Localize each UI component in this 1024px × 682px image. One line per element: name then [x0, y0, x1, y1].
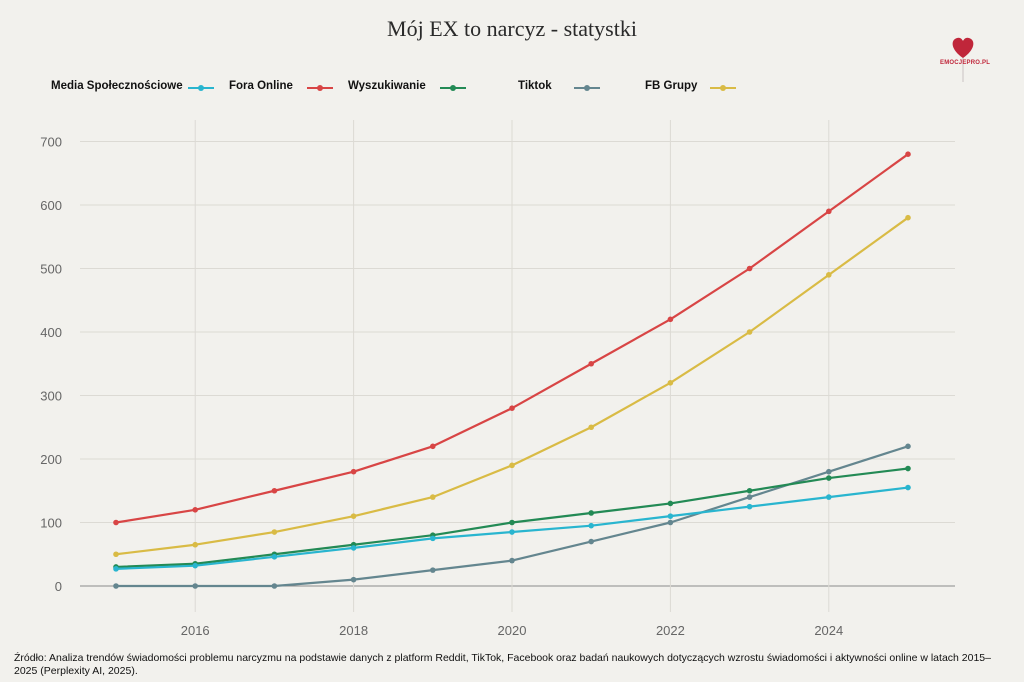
data-point	[588, 360, 594, 367]
data-point	[430, 494, 436, 500]
legend-label-tiktok: Tiktok	[518, 80, 552, 92]
legend-dot-tiktok	[584, 85, 590, 91]
data-point	[746, 265, 753, 272]
data-point	[430, 535, 436, 542]
data-point	[192, 541, 198, 548]
legend-label-media: Media Społecznościowe	[51, 80, 183, 92]
data-point	[746, 487, 753, 494]
data-point	[826, 208, 832, 215]
data-point	[588, 522, 594, 529]
logo-text: EMOCJEPRO.PL	[940, 60, 991, 66]
data-point	[350, 576, 357, 583]
data-point	[509, 557, 515, 564]
data-point	[826, 475, 832, 481]
y-tick-label: 300	[40, 389, 62, 404]
data-point	[905, 151, 911, 157]
y-tick-label: 100	[40, 516, 62, 531]
data-point	[192, 583, 198, 589]
data-point	[746, 329, 753, 335]
data-point	[192, 507, 198, 513]
data-point	[746, 494, 753, 500]
legend-dot-media	[198, 85, 204, 91]
legend-label-fbgrupy: FB Grupy	[645, 80, 698, 92]
data-point	[667, 316, 674, 323]
legend-label-fora: Fora Online	[229, 80, 293, 92]
y-tick-label: 600	[40, 198, 62, 213]
data-point	[667, 513, 674, 519]
data-point	[509, 462, 515, 469]
data-point	[509, 405, 515, 412]
data-point	[905, 443, 911, 450]
data-point	[430, 567, 436, 573]
x-tick-label: 2016	[181, 623, 210, 638]
data-point	[430, 443, 436, 450]
data-point	[905, 484, 911, 491]
data-point	[113, 551, 119, 558]
legend-dot-wyszukiwanie	[450, 85, 456, 91]
data-point	[509, 519, 515, 526]
data-point	[350, 468, 357, 475]
data-point	[826, 494, 832, 500]
data-point	[271, 529, 278, 535]
data-point	[192, 562, 198, 569]
data-point	[905, 214, 911, 221]
chart-title: Mój EX to narcyz - statystki	[387, 16, 637, 41]
data-point	[271, 553, 278, 560]
data-point	[350, 513, 357, 519]
data-point	[826, 468, 832, 475]
data-point	[588, 424, 594, 431]
data-point	[905, 465, 911, 472]
data-point	[113, 566, 119, 572]
data-point	[271, 487, 278, 494]
data-point	[588, 538, 594, 545]
y-tick-label: 200	[40, 452, 62, 467]
data-point	[588, 510, 594, 516]
data-point	[667, 519, 674, 526]
x-tick-label: 2024	[814, 623, 843, 638]
y-tick-label: 400	[40, 325, 62, 340]
data-point	[113, 583, 119, 589]
x-tick-label: 2020	[498, 623, 527, 638]
heart-icon	[952, 37, 974, 82]
y-tick-label: 700	[40, 135, 62, 150]
data-point	[746, 503, 753, 510]
legend-dot-fora	[317, 85, 323, 91]
source-note: Źródło: Analiza trendów świadomości prob…	[14, 652, 991, 677]
legend-dot-fbgrupy	[720, 85, 726, 91]
x-tick-label: 2022	[656, 623, 685, 638]
data-point	[271, 583, 278, 589]
data-point	[667, 500, 674, 507]
y-tick-label: 0	[55, 579, 62, 594]
data-point	[350, 545, 357, 551]
data-point	[113, 519, 119, 526]
x-tick-label: 2018	[339, 623, 368, 638]
y-tick-label: 500	[40, 262, 62, 277]
data-point	[826, 272, 832, 278]
data-point	[667, 380, 674, 386]
data-point	[509, 529, 515, 535]
legend-label-wyszukiwanie: Wyszukiwanie	[348, 80, 426, 92]
